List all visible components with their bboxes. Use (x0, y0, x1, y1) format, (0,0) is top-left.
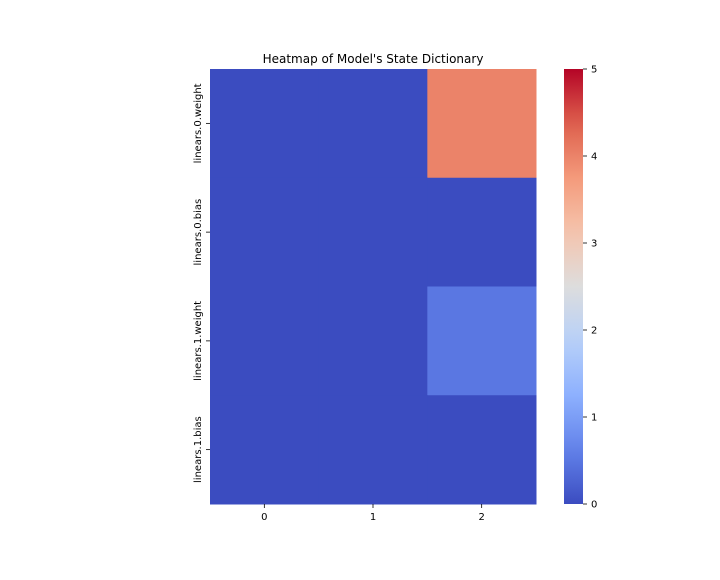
colorbar-tick-label: 0 (591, 500, 597, 511)
heatmap-cell-r2-c2 (427, 286, 537, 396)
x-tick-label: 2 (478, 512, 484, 523)
y-tick-label: linears.0.weight (193, 83, 204, 163)
x-axis: 0 1 2 (261, 504, 485, 523)
x-tick-label: 0 (261, 512, 267, 523)
colorbar-tick-label: 4 (591, 152, 597, 163)
x-tick-label: 1 (370, 512, 376, 523)
heatmap-cell-r0-c1 (318, 69, 428, 179)
y-axis: linears.0.weight linears.0.bias linears.1.… (193, 83, 210, 483)
y-tick-label: linears.0.bias (193, 199, 204, 266)
colorbar: 0 1 2 3 4 5 (564, 65, 597, 511)
heatmap-cell-r2-c0 (210, 286, 320, 396)
colorbar-tick-label: 5 (591, 65, 597, 76)
heatmap-cell-r1-c0 (210, 177, 320, 287)
heatmap-cell-r3-c0 (210, 395, 320, 505)
colorbar-gradient (564, 69, 583, 504)
y-tick-label: linears.1.bias (193, 416, 204, 483)
heatmap-cells (210, 69, 537, 505)
colorbar-tick-label: 3 (591, 239, 597, 250)
colorbar-tick-label: 1 (591, 413, 597, 424)
heatmap-cell-r3-c2 (427, 395, 537, 505)
heatmap-cell-r1-c1 (318, 177, 428, 287)
chart-title: Heatmap of Model's State Dictionary (263, 52, 484, 66)
heatmap-cell-r3-c1 (318, 395, 428, 505)
y-tick-label: linears.1.weight (193, 301, 204, 381)
heatmap-cell-r0-c0 (210, 69, 320, 179)
heatmap-cell-r0-c2 (427, 69, 537, 179)
heatmap-cell-r1-c2 (427, 177, 537, 287)
heatmap-cell-r2-c1 (318, 286, 428, 396)
colorbar-tick-label: 2 (591, 326, 597, 337)
